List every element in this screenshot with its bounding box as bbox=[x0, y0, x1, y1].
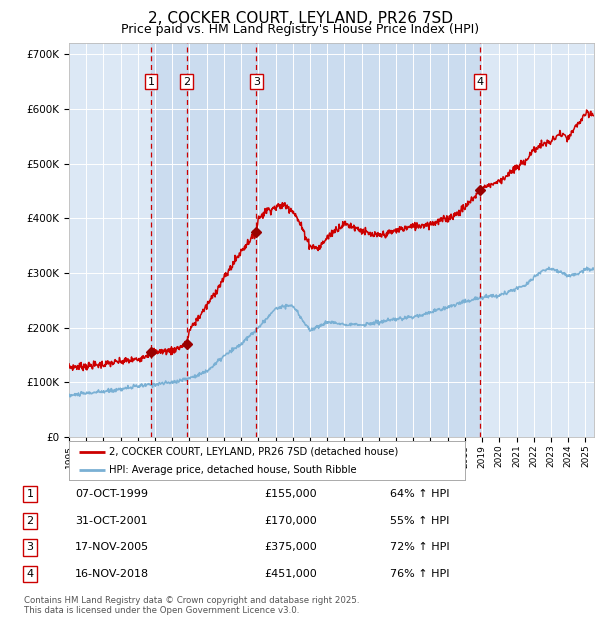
Text: £375,000: £375,000 bbox=[264, 542, 317, 552]
Text: Price paid vs. HM Land Registry's House Price Index (HPI): Price paid vs. HM Land Registry's House … bbox=[121, 23, 479, 36]
Text: 1: 1 bbox=[148, 77, 155, 87]
Text: 2, COCKER COURT, LEYLAND, PR26 7SD: 2, COCKER COURT, LEYLAND, PR26 7SD bbox=[148, 11, 452, 26]
Text: 64% ↑ HPI: 64% ↑ HPI bbox=[390, 489, 449, 499]
Text: Contains HM Land Registry data © Crown copyright and database right 2025.
This d: Contains HM Land Registry data © Crown c… bbox=[24, 596, 359, 615]
Text: 2, COCKER COURT, LEYLAND, PR26 7SD (detached house): 2, COCKER COURT, LEYLAND, PR26 7SD (deta… bbox=[109, 447, 398, 457]
Text: £155,000: £155,000 bbox=[264, 489, 317, 499]
Text: 4: 4 bbox=[26, 569, 34, 579]
Text: 55% ↑ HPI: 55% ↑ HPI bbox=[390, 516, 449, 526]
Text: 07-OCT-1999: 07-OCT-1999 bbox=[75, 489, 148, 499]
Text: 4: 4 bbox=[476, 77, 484, 87]
Text: 3: 3 bbox=[26, 542, 34, 552]
Text: 76% ↑ HPI: 76% ↑ HPI bbox=[390, 569, 449, 579]
Text: 16-NOV-2018: 16-NOV-2018 bbox=[75, 569, 149, 579]
Text: HPI: Average price, detached house, South Ribble: HPI: Average price, detached house, Sout… bbox=[109, 464, 356, 474]
Text: £170,000: £170,000 bbox=[264, 516, 317, 526]
Text: 3: 3 bbox=[253, 77, 260, 87]
Text: 17-NOV-2005: 17-NOV-2005 bbox=[75, 542, 149, 552]
Text: 1: 1 bbox=[26, 489, 34, 499]
Text: 72% ↑ HPI: 72% ↑ HPI bbox=[390, 542, 449, 552]
Text: 2: 2 bbox=[183, 77, 190, 87]
Bar bbox=[187, 43, 256, 437]
Text: 2: 2 bbox=[26, 516, 34, 526]
Bar bbox=[151, 43, 187, 437]
Text: 31-OCT-2001: 31-OCT-2001 bbox=[75, 516, 148, 526]
Text: £451,000: £451,000 bbox=[264, 569, 317, 579]
Bar bbox=[256, 43, 480, 437]
